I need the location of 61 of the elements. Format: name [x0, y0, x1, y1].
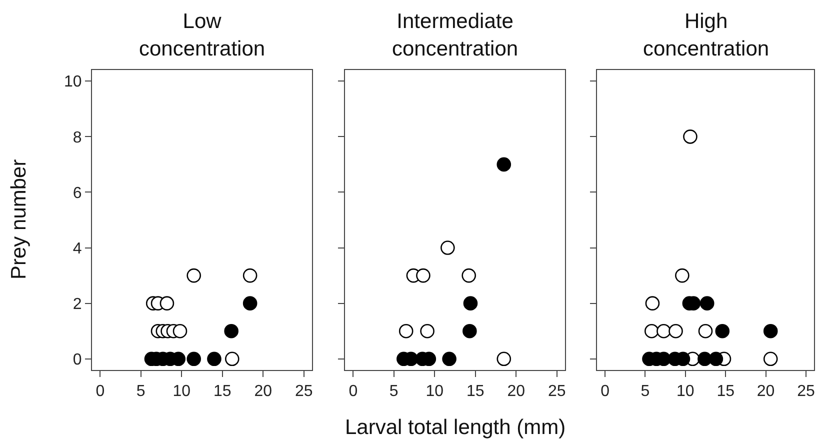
x-tick-label: 0 — [600, 383, 610, 400]
x-tick-label: 20 — [756, 383, 775, 400]
x-tick-label: 10 — [172, 383, 191, 400]
point — [645, 296, 660, 310]
x-tick-label: 0 — [96, 383, 105, 400]
x-tick-label: 5 — [136, 383, 146, 400]
point — [763, 324, 778, 338]
x-tick-label: 15 — [213, 383, 232, 400]
point — [462, 268, 476, 283]
point — [160, 296, 174, 310]
point — [700, 296, 714, 310]
point — [442, 352, 456, 366]
point — [242, 268, 258, 283]
point — [186, 352, 201, 366]
y-tick-label: 4 — [72, 240, 82, 258]
point — [420, 324, 434, 338]
y-tick-label: 10 — [64, 74, 82, 91]
point — [440, 240, 455, 255]
point — [242, 296, 258, 310]
x-tick-label: 15 — [716, 383, 735, 400]
point — [462, 324, 477, 338]
point — [496, 352, 512, 366]
x-tick-label: 20 — [507, 383, 526, 400]
point — [715, 324, 730, 338]
x-tick-label: 15 — [466, 383, 484, 400]
point — [398, 324, 414, 338]
x-tick-label: 25 — [797, 383, 815, 400]
x-axis-title: Larval total length (mm) — [345, 416, 566, 439]
x-tick-label: 5 — [640, 383, 650, 400]
point — [225, 352, 240, 366]
point — [708, 352, 724, 366]
x-tick-label: 25 — [548, 383, 566, 400]
y-tick-label: 6 — [72, 184, 82, 202]
point — [763, 352, 778, 366]
x-tick-label: 5 — [389, 383, 398, 400]
point — [496, 157, 512, 172]
point — [463, 296, 478, 310]
x-tick-label: 25 — [294, 383, 313, 400]
y-axis-title: Prey number — [8, 159, 30, 280]
y-tick-label: 2 — [72, 296, 82, 313]
x-tick-label: 10 — [426, 383, 444, 400]
point — [224, 324, 238, 338]
point — [172, 324, 188, 338]
x-tick-label: 20 — [254, 383, 272, 400]
point — [683, 130, 698, 144]
point — [207, 352, 222, 366]
chart-title: Low concentration — [139, 10, 266, 60]
x-tick-label: 10 — [676, 383, 694, 400]
chart-title: Intermediate concentration — [392, 10, 518, 60]
point — [698, 324, 713, 338]
point — [656, 324, 671, 338]
point — [644, 324, 659, 338]
y-tick-label: 8 — [72, 129, 82, 146]
chart-title: High concentration — [643, 10, 770, 60]
y-tick-label: 0 — [72, 351, 82, 368]
point — [675, 268, 690, 283]
x-tick-label: 0 — [348, 383, 358, 400]
point — [698, 352, 712, 366]
point — [186, 268, 201, 283]
point — [668, 324, 683, 338]
point — [416, 268, 430, 283]
